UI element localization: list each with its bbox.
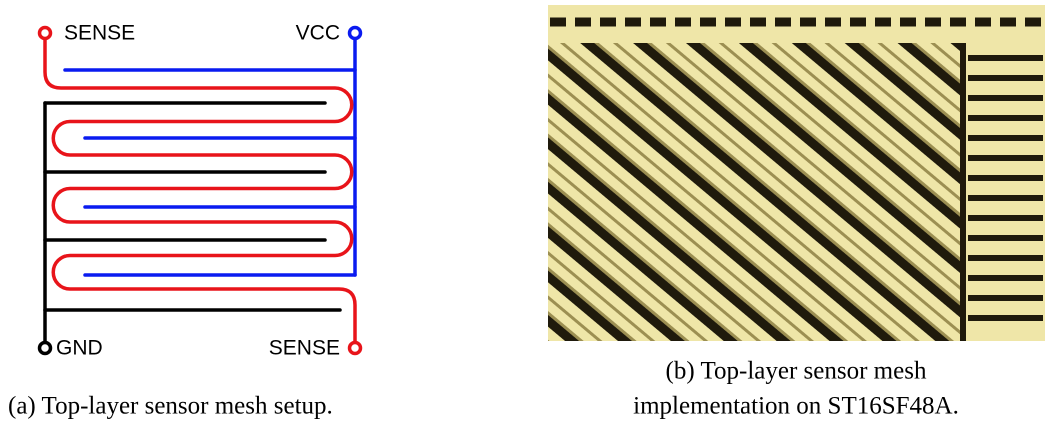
terminal-label: GND xyxy=(56,337,103,360)
terminal-label: SENSE xyxy=(269,337,340,360)
mesh-diagram xyxy=(40,28,361,354)
caption: implementation on ST16SF48A. xyxy=(633,393,959,420)
caption: (a) Top-layer sensor mesh setup. xyxy=(8,393,333,420)
terminal-label: VCC xyxy=(296,22,340,45)
terminal-label: SENSE xyxy=(64,22,135,45)
figure: SENSE VCC GND SENSE (a) Top-layer sensor… xyxy=(0,0,1063,424)
micrograph xyxy=(548,5,1045,341)
caption: (b) Top-layer sensor mesh xyxy=(666,358,927,385)
